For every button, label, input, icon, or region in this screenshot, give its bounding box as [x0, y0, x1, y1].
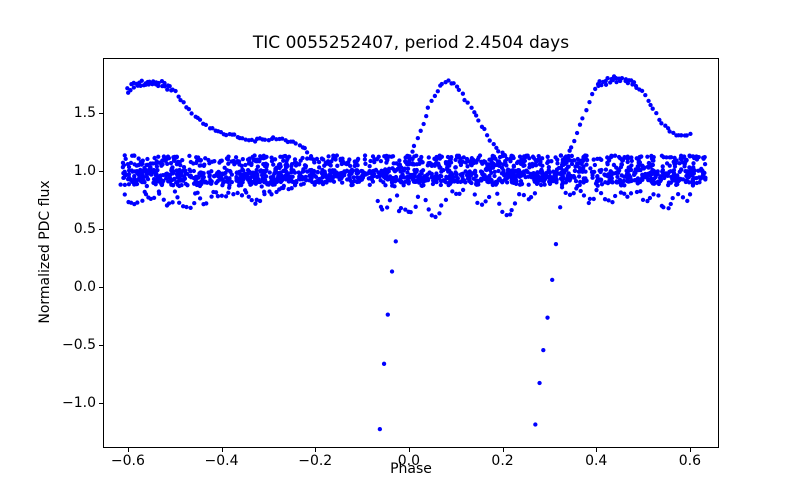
y-tick-label: −0.5: [62, 337, 96, 354]
y-tick-mark: [99, 229, 103, 231]
plot-canvas: [104, 59, 718, 447]
y-tick-label: −1.0: [62, 395, 96, 412]
y-tick-mark: [99, 287, 103, 289]
x-tick-mark: [315, 448, 317, 452]
y-tick-label: 1.0: [73, 163, 96, 180]
x-tick-label: 0.0: [397, 453, 421, 469]
x-tick-mark: [221, 448, 223, 452]
x-tick-mark: [502, 448, 504, 452]
x-tick-label: −0.2: [298, 453, 333, 469]
x-tick-label: 0.2: [491, 453, 514, 469]
x-axis-label: Phase: [390, 461, 432, 477]
y-tick-mark: [99, 403, 103, 405]
y-axis-label: Normalized PDC flux: [37, 180, 53, 324]
y-tick-label: 0.5: [73, 221, 96, 238]
x-tick-mark: [127, 448, 129, 452]
x-tick-label: 0.6: [678, 453, 702, 469]
y-tick-mark: [99, 345, 103, 347]
y-tick-label: 1.5: [73, 105, 96, 122]
y-tick-mark: [99, 113, 103, 115]
plot-title: TIC 0055252407, period 2.4504 days: [252, 33, 570, 53]
x-tick-mark: [596, 448, 598, 452]
x-tick-mark: [689, 448, 691, 452]
x-tick-label: −0.4: [204, 453, 239, 469]
x-tick-mark: [408, 448, 410, 452]
x-tick-label: 0.4: [585, 453, 608, 469]
y-tick-label: 0.0: [73, 279, 96, 296]
x-tick-label: −0.6: [110, 453, 145, 469]
y-tick-mark: [99, 171, 103, 173]
